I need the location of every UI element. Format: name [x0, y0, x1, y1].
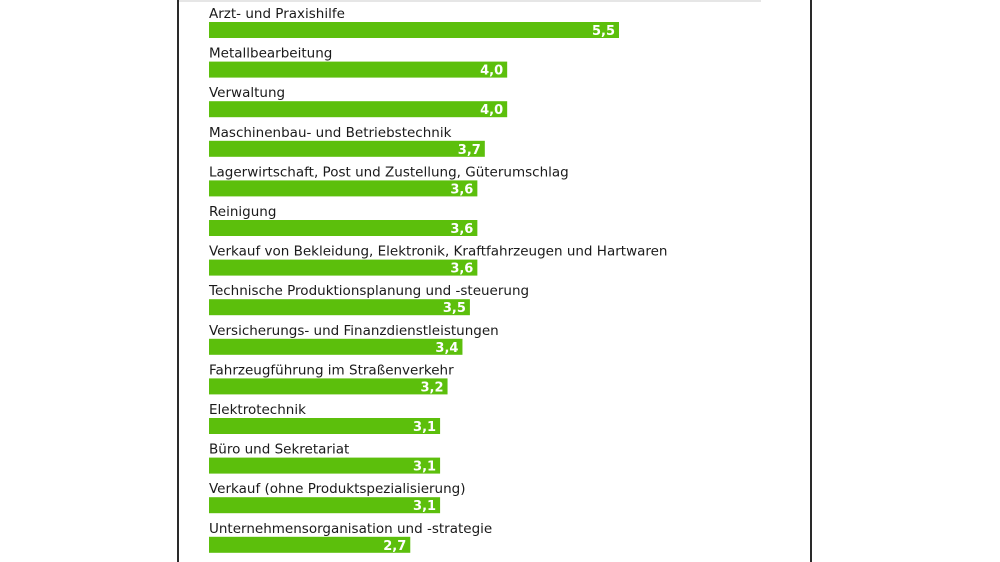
bar	[209, 378, 448, 395]
bar	[209, 22, 619, 38]
value-label: 3,2	[421, 380, 444, 395]
category-label: Reinigung	[209, 204, 276, 220]
category-label: Verkauf von Bekleidung, Elektronik, Kraf…	[209, 244, 668, 260]
category-label: Elektrotechnik	[209, 402, 306, 418]
bar	[209, 101, 508, 118]
value-label: 3,7	[458, 143, 481, 158]
frame-right-border	[810, 0, 812, 562]
category-label: Metallbearbeitung	[209, 46, 332, 62]
category-label: Büro und Sekretariat	[209, 442, 349, 458]
frame-left-border	[177, 0, 179, 562]
category-label: Versicherungs- und Finanzdienstleistunge…	[209, 323, 499, 339]
bar	[209, 418, 441, 434]
bar	[209, 259, 478, 276]
value-label: 3,5	[443, 301, 466, 316]
value-label: 4,0	[480, 64, 503, 79]
category-label: Unternehmensorganisation und -strategie	[209, 521, 492, 537]
bar	[209, 61, 508, 78]
top-strip	[179, 0, 761, 2]
bar	[209, 338, 463, 355]
bar	[209, 536, 411, 553]
category-label: Lagerwirtschaft, Post und Zustellung, Gü…	[209, 164, 569, 180]
category-label: Technische Produktionsplanung und -steue…	[208, 283, 529, 299]
value-label: 3,6	[450, 262, 473, 277]
value-label: 3,6	[450, 182, 473, 197]
category-label: Verkauf (ohne Produktspezialisierung)	[209, 481, 466, 497]
value-label: 3,6	[450, 222, 473, 237]
category-label: Verwaltung	[209, 85, 285, 101]
value-label: 3,1	[413, 499, 436, 514]
bar	[209, 180, 478, 197]
bar	[209, 457, 441, 474]
category-label: Fahrzeugführung im Straßenverkehr	[209, 362, 454, 378]
value-label: 3,1	[413, 420, 436, 435]
value-label: 4,0	[480, 103, 503, 118]
bar	[209, 497, 441, 514]
bar	[209, 140, 485, 157]
category-label: Maschinenbau- und Betriebstechnik	[209, 125, 452, 141]
bar	[209, 299, 470, 316]
value-label: 5,5	[592, 24, 615, 39]
value-label: 3,4	[435, 341, 458, 356]
value-label: 3,1	[413, 460, 436, 475]
category-label: Arzt- und Praxishilfe	[209, 6, 345, 22]
bar	[209, 220, 478, 236]
value-label: 2,7	[383, 539, 406, 554]
